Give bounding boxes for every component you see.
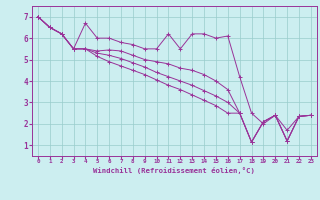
X-axis label: Windchill (Refroidissement éolien,°C): Windchill (Refroidissement éolien,°C) <box>93 167 255 174</box>
